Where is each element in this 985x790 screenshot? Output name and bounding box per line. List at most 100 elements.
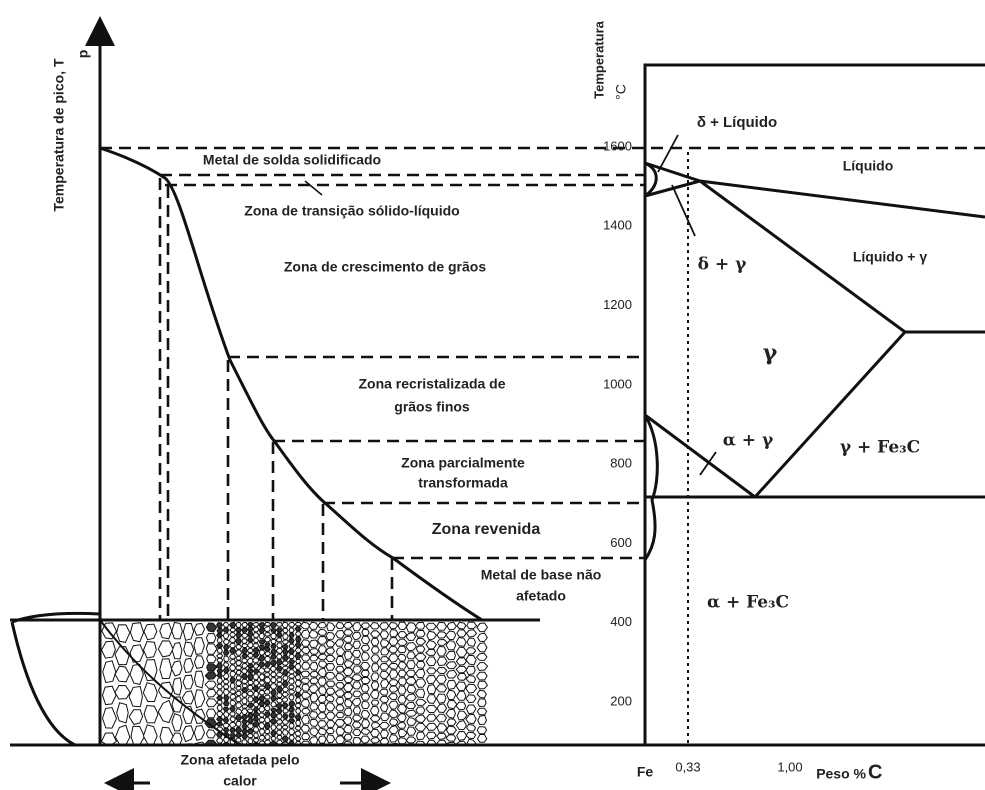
grain (264, 695, 270, 699)
grain (302, 684, 310, 691)
grain (223, 622, 229, 627)
grain (247, 729, 253, 733)
grain (456, 721, 466, 730)
x-label: 0,33 (675, 759, 700, 774)
axis-label: Temperatura de pico, T (51, 58, 67, 211)
grain (406, 694, 416, 701)
grain (318, 703, 326, 711)
grain (101, 733, 116, 744)
phase-label: δ + γ (698, 255, 747, 275)
y-tick-label: 1400 (603, 218, 632, 233)
y-tick-label: 600 (610, 535, 632, 550)
grain (242, 715, 248, 719)
zone-label: transformada (418, 475, 508, 491)
grain (206, 623, 216, 632)
grain (381, 657, 389, 662)
grain (302, 708, 310, 714)
grain (236, 676, 241, 680)
grain (270, 719, 276, 724)
grain (276, 709, 282, 713)
grain (115, 686, 130, 700)
grain (283, 714, 288, 719)
grain (326, 664, 335, 671)
grain (242, 709, 248, 715)
grain (230, 690, 236, 694)
grain (259, 656, 265, 661)
grain (477, 672, 488, 680)
grain (236, 639, 242, 644)
grain (295, 675, 300, 680)
grain (415, 654, 426, 661)
grain (282, 692, 288, 697)
grain (457, 711, 467, 720)
grain (296, 720, 301, 725)
grain (236, 632, 242, 638)
grain (242, 720, 248, 724)
grain (236, 715, 242, 720)
grain (380, 696, 389, 702)
grain (457, 622, 466, 629)
grain (259, 735, 265, 740)
grain (277, 678, 282, 682)
grain (309, 630, 318, 638)
grain (397, 639, 407, 646)
grain (236, 697, 242, 702)
grain (183, 726, 194, 742)
grain (398, 729, 407, 737)
grain (265, 637, 271, 642)
grain (276, 704, 282, 709)
grain (115, 666, 129, 682)
zone-verticals (160, 178, 392, 620)
grain (437, 668, 447, 674)
grain (289, 729, 295, 735)
grain (380, 671, 389, 678)
grain (370, 690, 378, 699)
grain (466, 655, 476, 665)
grain (345, 700, 353, 708)
grain (277, 682, 283, 686)
grain (224, 668, 230, 673)
grain (289, 665, 295, 669)
grain (427, 732, 437, 739)
grain (242, 658, 248, 662)
grain (353, 622, 362, 630)
grain (253, 664, 259, 669)
grain (253, 658, 259, 664)
grain (224, 689, 230, 695)
grain (416, 622, 425, 629)
grain (289, 701, 295, 706)
grain (295, 726, 301, 730)
grain (389, 735, 398, 743)
grain (326, 712, 335, 719)
grain (371, 631, 380, 637)
grain (217, 722, 223, 726)
grain (217, 711, 223, 716)
grain (352, 632, 361, 640)
grain (259, 713, 264, 717)
grain (217, 690, 223, 695)
grain (276, 740, 283, 744)
grain (295, 680, 301, 686)
grain (242, 648, 247, 653)
grain (361, 684, 369, 692)
grain (270, 660, 276, 666)
grain (319, 646, 327, 654)
grain (282, 640, 288, 644)
grain (456, 666, 467, 673)
grain (230, 700, 236, 706)
grain (457, 630, 466, 637)
grain (206, 730, 215, 738)
grain (242, 639, 248, 644)
grain (242, 693, 247, 698)
grain (195, 690, 205, 708)
grain (242, 654, 248, 658)
grain (301, 671, 310, 677)
grain (194, 623, 204, 635)
grain (236, 727, 241, 733)
grain (415, 715, 425, 723)
grain (158, 641, 173, 657)
grain (247, 734, 253, 738)
grain (318, 695, 326, 702)
grain (427, 631, 436, 640)
grain (241, 674, 247, 679)
